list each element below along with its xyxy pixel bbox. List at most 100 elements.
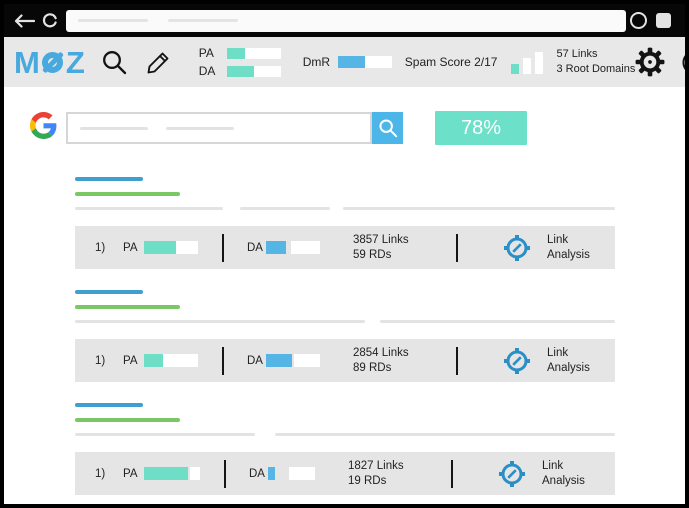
toolbar-links-summary: 57 Links 3 Root Domains <box>556 47 635 77</box>
divider <box>451 459 453 488</box>
gear-icon[interactable] <box>635 47 665 77</box>
link-analysis-icon <box>504 234 530 261</box>
link-analysis-button[interactable]: Link Analysis <box>502 233 590 263</box>
divider <box>222 346 224 375</box>
address-placeholder-line <box>168 19 238 22</box>
search-result: 1) PA DA 3857 Links 59 RDs <box>75 177 615 269</box>
mozbar-result-metrics: 1) PA DA 1827 Links 19 RDs <box>75 452 615 495</box>
description-segment <box>343 207 615 210</box>
result-title-link[interactable] <box>75 290 143 294</box>
links-count: 1827 Links <box>348 459 404 472</box>
link-analysis-icon <box>499 460 525 487</box>
result-links-summary: 2854 Links 89 RDs <box>353 346 456 376</box>
description-segment <box>75 207 223 210</box>
links-count: 2854 Links <box>353 346 409 359</box>
da-label: DA <box>198 64 216 78</box>
da-bar <box>226 65 281 77</box>
dmr-bar <box>337 56 392 68</box>
result-description-lines <box>75 320 615 323</box>
google-logo-icon <box>30 112 57 144</box>
pa-label: PA <box>198 46 214 60</box>
root-domains-count: 3 Root Domains <box>556 63 636 75</box>
pa-bar <box>144 241 198 254</box>
result-description-lines <box>75 433 615 436</box>
moz-logo-letter-z: Z <box>65 44 85 80</box>
spam-score-mini-chart <box>511 50 544 74</box>
pa-label: PA <box>123 354 138 367</box>
address-bar[interactable] <box>66 9 626 32</box>
mozbar-result-metrics: 1) PA DA 2854 Links 89 RDs <box>75 339 615 382</box>
description-segment <box>275 433 615 436</box>
links-count: 3857 Links <box>353 233 409 246</box>
link-analysis-label: Link Analysis <box>547 346 590 374</box>
google-search-row: 78% <box>30 111 685 145</box>
mozbar-toolbar: M O Z PA DA <box>4 37 685 87</box>
moz-logo-letter-m: M <box>14 44 40 80</box>
query-placeholder-line <box>80 126 148 130</box>
spam-score-label: Spam Score 2/17 <box>404 55 498 69</box>
moz-logo: M O Z <box>14 44 85 80</box>
da-label: DA <box>247 354 263 367</box>
close-icon[interactable] <box>681 49 685 76</box>
search-icon[interactable] <box>101 49 128 76</box>
link-analysis-button[interactable]: Link Analysis <box>502 346 590 376</box>
ctr-percent-badge: 78% <box>435 111 527 145</box>
root-domains-count: 19 RDs <box>348 474 387 487</box>
description-segment <box>75 433 255 436</box>
da-bar <box>266 241 320 254</box>
pencil-icon[interactable] <box>145 49 172 76</box>
result-title-link[interactable] <box>75 403 143 407</box>
address-placeholder-line <box>78 19 148 22</box>
dmr-label: DmR <box>302 55 331 69</box>
divider <box>222 233 224 262</box>
result-rank: 1) <box>95 467 106 480</box>
root-domains-count: 89 RDs <box>353 361 392 374</box>
dmr-metric: DmR <box>303 55 392 69</box>
spam-chart-bar <box>523 58 532 74</box>
link-analysis-label: Link Analysis <box>547 233 590 261</box>
search-results: 1) PA DA 3857 Links 59 RDs <box>75 177 615 495</box>
link-analysis-icon <box>504 347 530 374</box>
links-count: 57 Links <box>556 48 598 61</box>
da-label: DA <box>247 241 263 254</box>
pa-bar <box>226 47 281 59</box>
search-result: 1) PA DA 1827 Links 19 RDs <box>75 403 615 495</box>
divider <box>224 459 226 488</box>
description-segment <box>240 207 330 210</box>
pa-da-metrics: PA DA <box>199 46 281 78</box>
divider <box>456 233 458 262</box>
search-button[interactable] <box>372 112 403 144</box>
result-description-lines <box>75 207 615 210</box>
link-analysis-button[interactable]: Link Analysis <box>497 459 585 489</box>
result-rank: 1) <box>95 241 106 254</box>
result-url-line <box>75 418 180 422</box>
result-links-summary: 3857 Links 59 RDs <box>353 233 456 263</box>
description-segment <box>75 320 365 323</box>
da-bar <box>268 467 315 480</box>
link-analysis-label: Link Analysis <box>542 459 585 487</box>
pa-label: PA <box>123 467 138 480</box>
spam-chart-bar <box>535 52 544 74</box>
description-segment <box>380 320 615 323</box>
result-rank: 1) <box>95 354 106 367</box>
result-title-link[interactable] <box>75 177 143 181</box>
pa-label: PA <box>123 241 138 254</box>
back-icon[interactable] <box>14 13 35 28</box>
pa-bar <box>144 354 198 367</box>
search-result: 1) PA DA 2854 Links 89 RDs <box>75 290 615 382</box>
pa-bar <box>144 467 200 480</box>
profile-circle-icon[interactable] <box>630 12 647 29</box>
search-input[interactable] <box>66 112 372 144</box>
result-links-summary: 1827 Links 19 RDs <box>348 459 451 489</box>
result-url-line <box>75 305 180 309</box>
browser-chrome-bar <box>4 4 685 37</box>
reload-icon[interactable] <box>42 12 58 29</box>
menu-square-icon[interactable] <box>656 13 671 28</box>
spam-chart-bar <box>511 64 520 74</box>
root-domains-count: 59 RDs <box>353 248 392 261</box>
moz-logo-letter-o: O <box>41 51 63 73</box>
mozbar-result-metrics: 1) PA DA 3857 Links 59 RDs <box>75 226 615 269</box>
divider <box>456 346 458 375</box>
da-bar <box>266 354 320 367</box>
